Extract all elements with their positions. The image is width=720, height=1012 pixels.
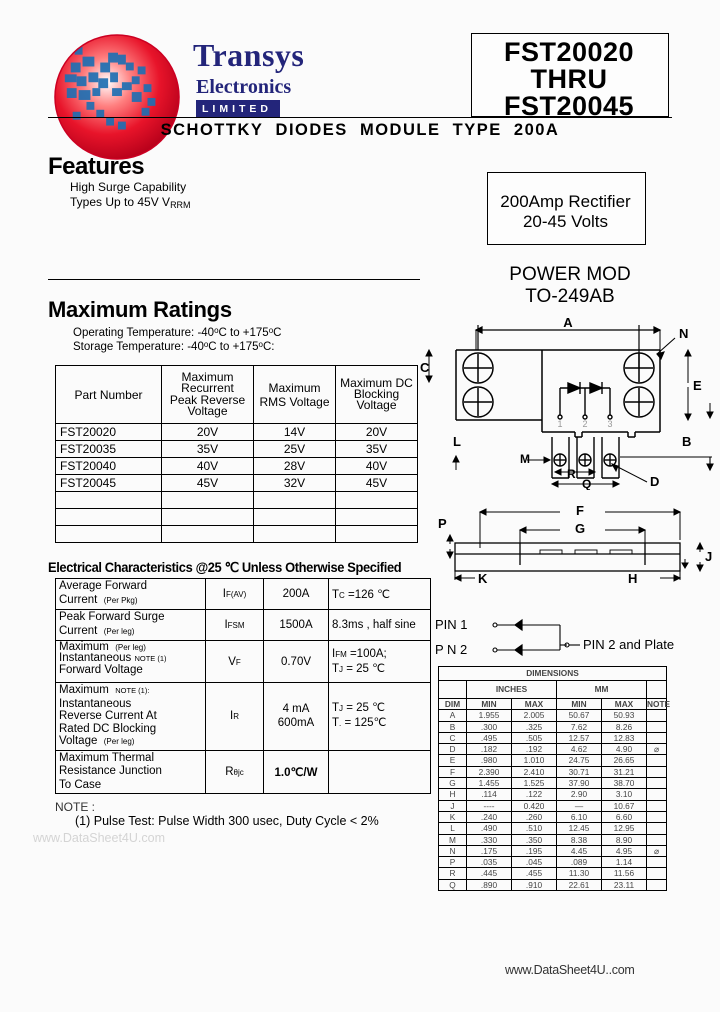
svg-text:PIN 1: PIN 1 bbox=[435, 617, 468, 632]
svg-text:D: D bbox=[650, 474, 659, 489]
svg-text:PIN 2 and Plate: PIN 2 and Plate bbox=[583, 637, 674, 652]
svg-text:C: C bbox=[420, 360, 430, 375]
svg-text:A: A bbox=[563, 315, 573, 330]
svg-text:M: M bbox=[520, 452, 530, 466]
svg-text:J: J bbox=[705, 549, 712, 564]
svg-text:B: B bbox=[682, 434, 691, 449]
svg-text:F: F bbox=[576, 503, 584, 518]
svg-text:P N 2: P N 2 bbox=[435, 642, 467, 657]
svg-text:N: N bbox=[679, 326, 688, 341]
svg-text:H: H bbox=[628, 571, 637, 586]
svg-text:K: K bbox=[478, 571, 488, 586]
svg-text:G: G bbox=[575, 521, 585, 536]
svg-text:1: 1 bbox=[557, 419, 562, 429]
svg-text:P: P bbox=[438, 516, 447, 531]
svg-text:E: E bbox=[693, 378, 702, 393]
svg-text:R: R bbox=[567, 467, 576, 481]
svg-text:2: 2 bbox=[582, 419, 587, 429]
svg-text:3: 3 bbox=[607, 419, 612, 429]
svg-text:L: L bbox=[453, 434, 461, 449]
